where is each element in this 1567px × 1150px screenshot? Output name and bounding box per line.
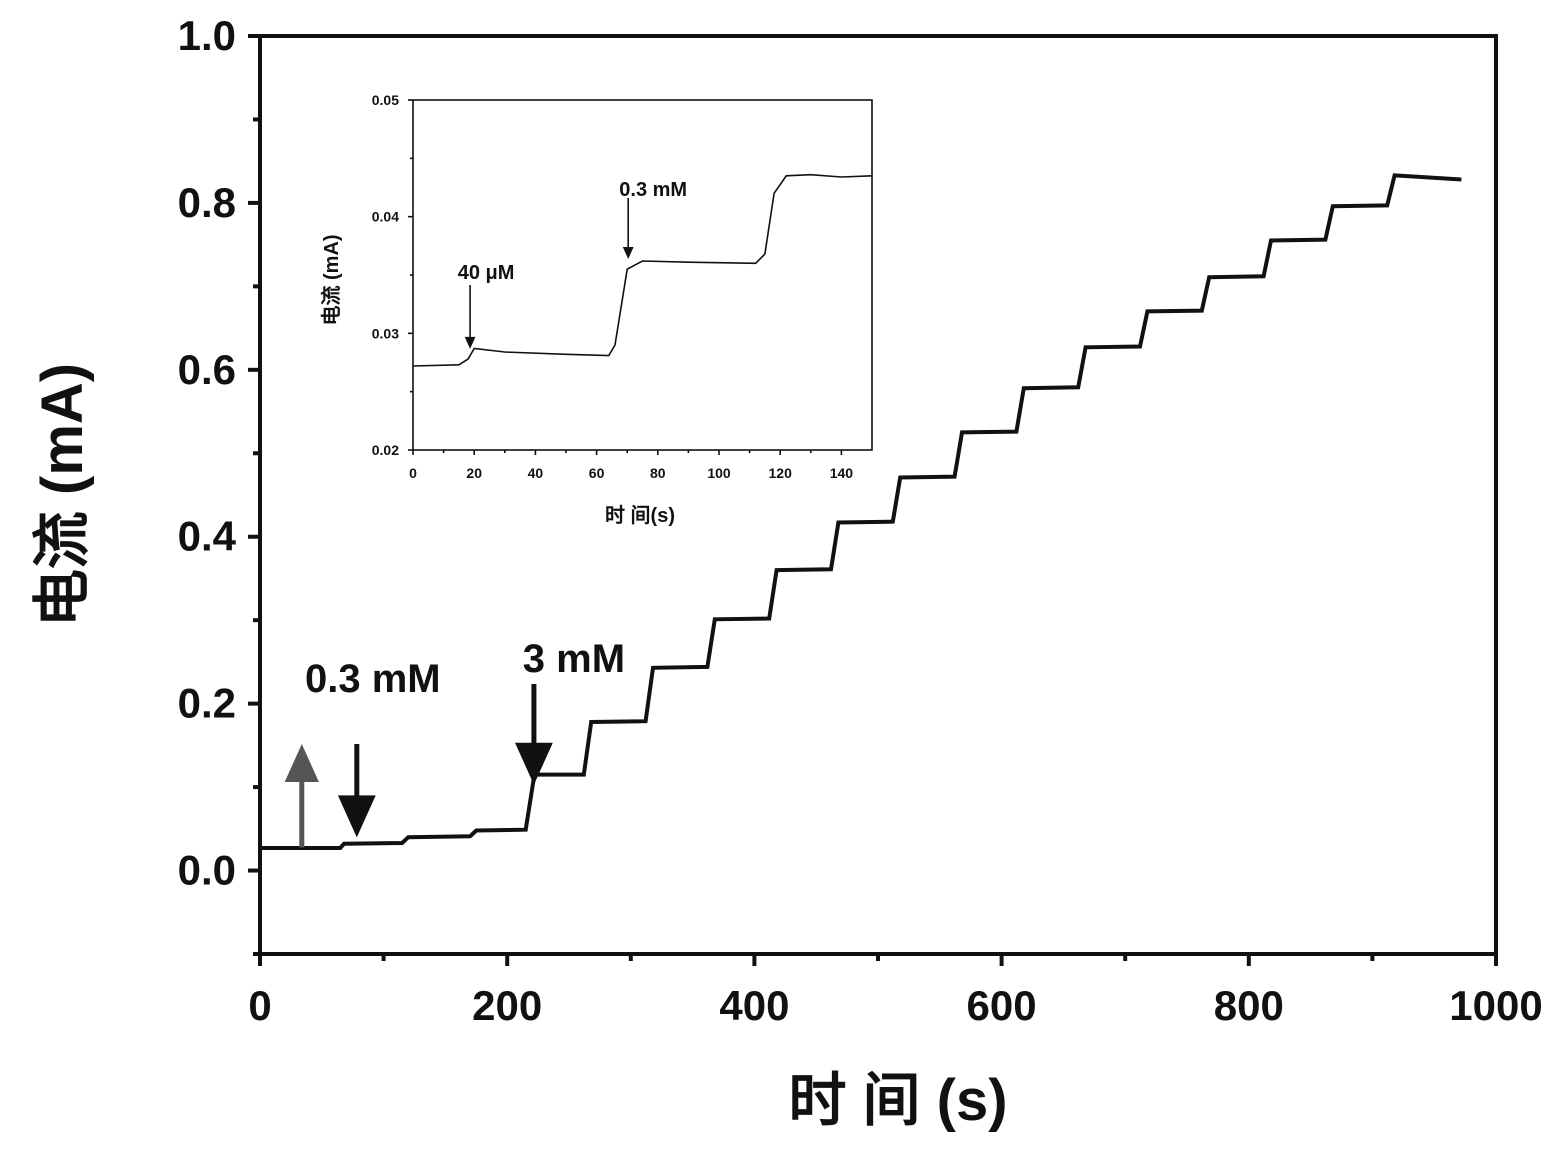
inset-x-tick-label-5: 100: [707, 465, 731, 481]
main-y-tick-labels: 0.0 0.2 0.4 0.6 0.8 1.0: [178, 12, 237, 894]
inset-x-tick-label-2: 40: [528, 465, 544, 481]
main-y-tick-label-3: 0.6: [178, 346, 236, 393]
inset-annotation-text-1: 0.3 mM: [619, 179, 687, 201]
inset-x-tick-label-4: 80: [650, 465, 666, 481]
inset-annotation-arrow-1-head: [622, 247, 634, 259]
main-x-tick-labels: 0 200 400 600 800 1000: [248, 982, 1542, 1029]
main-annotation-arrow-1-head: [515, 742, 553, 785]
main-x-axis-label: 时 间 (s): [788, 1068, 1007, 1133]
inset-background: [413, 100, 872, 450]
main-x-tick-label-1: 200: [472, 982, 542, 1029]
inset-annotations: 40 μM 0.3 mM: [458, 179, 687, 349]
main-y-tick-label-2: 0.4: [178, 513, 237, 560]
inset-y-tick-label-3: 0.05: [372, 92, 399, 108]
inset-annotation-arrow-0-head: [464, 336, 476, 349]
main-x-tick-label-3: 600: [967, 982, 1037, 1029]
main-x-tick-label-2: 400: [719, 982, 789, 1029]
inset-x-tick-label-6: 120: [769, 465, 793, 481]
inset-series-line: [412, 173, 873, 367]
inset-y-tick-label-1: 0.03: [372, 325, 399, 341]
main-annotations: 0.3 mM 3 mM: [284, 637, 625, 848]
main-plot-frame: [258, 34, 1498, 956]
main-x-tick-label-5: 1000: [1449, 982, 1542, 1029]
main-y-tick-label-0: 0.0: [178, 847, 236, 894]
main-x-tick-label-0: 0: [248, 982, 271, 1029]
main-y-tick-label-5: 1.0: [178, 12, 236, 59]
inset-y-axis-label: 电流 (mA): [319, 234, 343, 325]
main-x-tick-label-4: 800: [1214, 982, 1284, 1029]
inset-y-tick-labels: 0.02 0.03 0.04 0.05: [372, 92, 399, 458]
main-y-axis-label: 电流 (mA): [30, 363, 95, 627]
main-annotation-arrow-0-head: [337, 795, 376, 838]
main-series-line: [260, 173, 1462, 850]
main-annotation-text-0: 0.3 mM: [305, 657, 441, 701]
inset-y-tick-label-0: 0.02: [372, 442, 399, 458]
inset-annotation-text-0: 40 μM: [458, 262, 515, 284]
main-annotation-text-1: 3 mM: [523, 637, 625, 681]
inset-x-tick-labels: 0 20 40 60 80 100 120 140: [409, 465, 853, 481]
inset-x-tick-label-0: 0: [409, 465, 417, 481]
inset-x-ticks: [412, 450, 843, 455]
inset-x-axis-label: 时 间(s): [605, 504, 675, 527]
inset-y-tick-label-2: 0.04: [372, 209, 399, 225]
main-annotation-arrow-2-head: [284, 744, 319, 782]
inset-x-tick-label-1: 20: [466, 465, 482, 481]
inset-x-tick-label-3: 60: [589, 465, 605, 481]
inset-plot-frame: [412, 99, 873, 451]
inset-y-ticks: [408, 99, 413, 451]
inset-x-tick-label-7: 140: [830, 465, 854, 481]
inset-chart: 0 20 40 60 80 100 120 140 0.02 0.03 0.04 0.05 40 μ…: [319, 92, 873, 527]
main-chart: 0 200 400 600 800 1000 0.00.20.40.60.81.0 0.3…: [30, 12, 1543, 1133]
main-y-tick-label-1: 0.2: [178, 680, 236, 727]
main-y-tick-label-4: 0.8: [178, 179, 236, 226]
